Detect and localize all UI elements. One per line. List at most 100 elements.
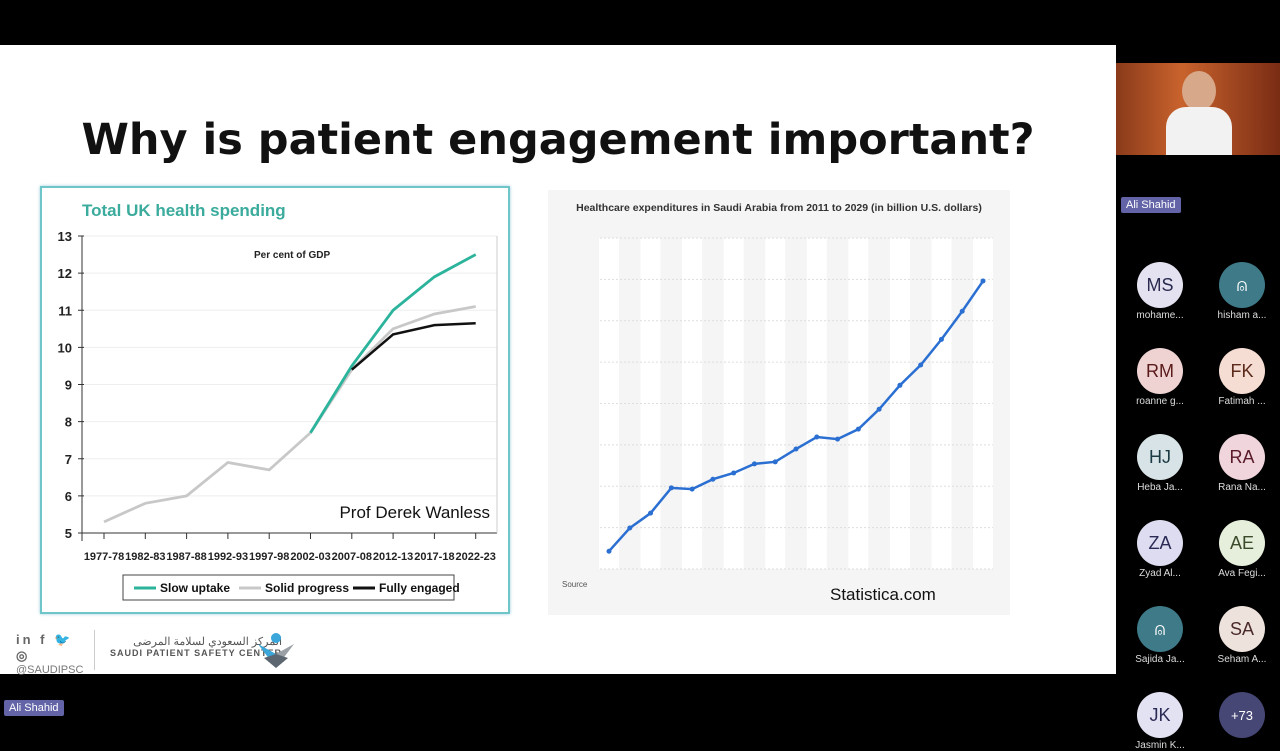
x-tick-label: 2012-13 [373, 551, 413, 563]
active-speaker-label: Ali Shahid [4, 700, 64, 716]
participant-tile[interactable]: FK Fatimah ... [1201, 348, 1280, 407]
data-point [918, 362, 924, 368]
avatar: MS [1137, 262, 1183, 308]
participant-name: Ava Fegi... [1218, 568, 1266, 579]
participant-grid: MS mohame... ⍝ hisham a... RM roanne g... FK Fa… [1119, 262, 1280, 751]
x-tick-label: 1997-98 [249, 551, 289, 563]
avatar: RA [1219, 434, 1265, 480]
presenter-shirt [1166, 107, 1232, 155]
source-label: Source [562, 580, 588, 589]
overflow-count: +73 [1219, 692, 1265, 738]
avatar: FK [1219, 348, 1265, 394]
participant-name: Zyad Al... [1139, 568, 1181, 579]
data-point [648, 510, 654, 516]
x-tick-label: 1987-88 [166, 551, 206, 563]
participant-name: Jasmin K... [1135, 740, 1185, 751]
avatar: HJ [1137, 434, 1183, 480]
data-point [897, 382, 903, 388]
series-line-solid-progress [103, 305, 476, 524]
participant-tile[interactable]: SA Seham A... [1201, 606, 1280, 665]
participant-tile[interactable]: ZA Zyad Al... [1119, 520, 1201, 579]
person-icon: ⍝ [1236, 274, 1248, 295]
y-tick-label: 5 [65, 526, 72, 541]
chart-annotation: Statistica.com [830, 585, 936, 604]
participant-tile[interactable]: ⍝ Sajida Ja... [1119, 606, 1201, 665]
y-tick-label: 10 [58, 340, 72, 355]
data-point [835, 436, 841, 442]
uk-health-spending-chart: Total UK health spending Per cent of GDP 5… [58, 201, 498, 601]
participant-name: Fatimah ... [1218, 396, 1266, 407]
avatar: ⍝ [1137, 606, 1183, 652]
participant-name: Sajida Ja... [1135, 654, 1185, 665]
legend-label: Slow uptake [160, 581, 230, 595]
avatar: RM [1137, 348, 1183, 394]
saudi-chart-panel: Healthcare expenditures in Saudi Arabia … [548, 190, 1010, 615]
x-tick-label: 2007-08 [332, 551, 372, 563]
data-point [606, 548, 612, 554]
legend-box [122, 574, 455, 601]
series-line [608, 280, 985, 553]
data-point [855, 426, 861, 432]
data-point [876, 406, 882, 412]
footer-divider [94, 630, 95, 670]
y-tick-label: 11 [58, 303, 72, 318]
presenter-video[interactable] [1116, 63, 1280, 155]
y-tick-label: 13 [58, 229, 72, 244]
presenter-name-tag: Ali Shahid [1121, 197, 1181, 213]
series-line-slow-uptake [309, 253, 477, 434]
y-tick-label: 12 [58, 266, 72, 281]
chart-subtitle: Per cent of GDP [254, 250, 330, 261]
data-point [938, 336, 944, 342]
data-point [793, 446, 799, 452]
y-tick-label: 6 [65, 489, 72, 504]
y-tick-label: 9 [65, 378, 72, 393]
participant-name: Heba Ja... [1137, 482, 1183, 493]
social-links: in f 🐦 ◎ @SAUDIPSC [16, 632, 83, 676]
y-tick-label: 7 [65, 452, 72, 467]
data-point [689, 486, 695, 492]
participant-tile[interactable]: RA Rana Na... [1201, 434, 1280, 493]
avatar: JK [1137, 692, 1183, 738]
data-point [710, 476, 716, 482]
participant-name: roanne g... [1136, 396, 1184, 407]
participant-tile[interactable]: HJ Heba Ja... [1119, 434, 1201, 493]
org-name: المركز السعودي لسلامة المرضى SAUDI PATIE… [110, 635, 282, 658]
chart-title: Healthcare expenditures in Saudi Arabia … [576, 202, 982, 214]
chart-title: Total UK health spending [82, 201, 286, 220]
participant-tile[interactable]: MS mohame... [1119, 262, 1201, 321]
legend-label: Fully engaged [379, 581, 460, 595]
x-tick-label: 2022-23 [456, 551, 496, 563]
data-point [668, 485, 674, 491]
chart-annotation: Prof Derek Wanless [339, 503, 490, 522]
participant-name: Seham A... [1217, 654, 1267, 665]
saudi-health-expenditure-chart: Healthcare expenditures in Saudi Arabia … [562, 202, 993, 604]
participant-name: hisham a... [1217, 310, 1267, 321]
avatar: SA [1219, 606, 1265, 652]
legend-label: Solid progress [265, 581, 349, 595]
presenter-face [1182, 71, 1216, 111]
participant-tile[interactable]: JK Jasmin K... [1119, 692, 1201, 751]
data-point [980, 278, 986, 284]
x-tick-label: 1977-78 [84, 551, 124, 563]
org-name-english: SAUDI PATIENT SAFETY CENTER [110, 648, 283, 658]
y-tick-label: 8 [65, 415, 72, 430]
person-icon: ⍝ [1154, 618, 1166, 639]
spsc-logo [258, 633, 294, 668]
participant-tile[interactable]: AE Ava Fegi... [1201, 520, 1280, 579]
data-point [751, 461, 757, 467]
shared-slide: Why is patient engagement important? Tot… [0, 45, 1116, 676]
avatar: ⍝ [1219, 262, 1265, 308]
series-line-fully-engaged [350, 321, 476, 371]
x-tick-label: 2002-03 [290, 551, 330, 563]
data-point [814, 434, 820, 440]
more-participants-button[interactable]: +73 [1201, 692, 1280, 751]
avatar: AE [1219, 520, 1265, 566]
participant-name: Rana Na... [1218, 482, 1266, 493]
uk-chart-panel: Total UK health spending Per cent of GDP 5… [40, 186, 510, 614]
x-tick-label: 2017-18 [414, 551, 454, 563]
x-tick-label: 1992-93 [208, 551, 248, 563]
data-point [627, 525, 633, 531]
participant-tile[interactable]: ⍝ hisham a... [1201, 262, 1280, 321]
participant-tile[interactable]: RM roanne g... [1119, 348, 1201, 407]
data-point [731, 470, 737, 476]
